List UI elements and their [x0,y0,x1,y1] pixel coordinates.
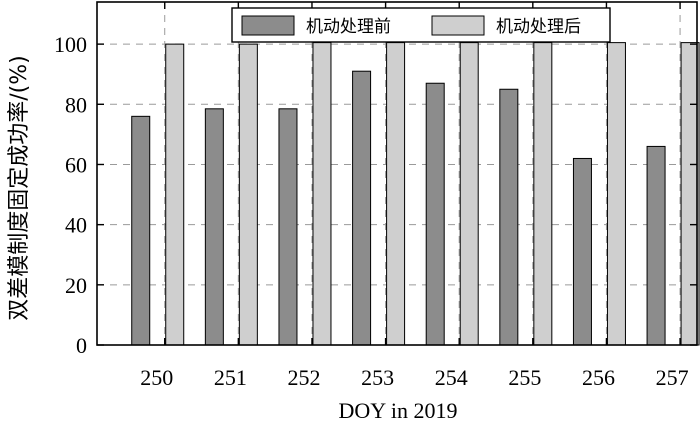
y-tick-label: 100 [54,32,87,57]
legend-label-before: 机动处理前 [306,17,391,37]
legend: 机动处理前 机动处理后 [231,7,611,43]
legend-box [231,7,611,43]
legend-swatch-after [431,15,485,36]
bar-before-255 [499,88,519,346]
x-tick-label: 254 [435,365,468,390]
bars [131,42,700,346]
x-tick-label: 255 [508,365,541,390]
x-axis-title: DOY in 2019 [339,398,458,423]
y-tick-label: 20 [65,273,87,298]
y-tick-label: 40 [65,213,87,238]
bar-before-257 [646,145,666,346]
bar-before-251 [204,108,224,346]
legend-swatch-before [241,15,295,36]
x-axis: 250 251 252 253 254 255 256 257 [140,2,689,390]
y-tick-label: 0 [76,333,87,358]
bar-after-250 [165,43,185,346]
x-tick-label: 253 [361,365,394,390]
y-axis: 0 20 40 60 80 100 [54,32,697,358]
bar-before-252 [278,108,298,346]
bar-after-254 [459,42,479,346]
x-tick-label: 256 [582,365,615,390]
x-tick-label: 252 [287,365,320,390]
bar-before-256 [572,157,592,346]
plot-frame [96,1,698,346]
y-axis-title: 双差模制度固定成功率/(%) [7,55,32,320]
legend-label-after: 机动处理后 [496,17,581,37]
bar-before-250 [131,115,151,346]
x-tick-label: 257 [656,365,689,390]
x-tick-label: 250 [140,365,173,390]
bar-after-256 [606,42,626,346]
bar-before-253 [352,70,372,346]
bar-after-253 [386,42,406,346]
x-tick-label: 251 [214,365,247,390]
bar-after-251 [238,43,258,346]
y-tick-label: 80 [65,92,87,117]
bar-after-255 [533,42,553,346]
y-tick-label: 60 [65,152,87,177]
bar-after-252 [312,42,332,346]
bar-before-254 [425,82,445,346]
